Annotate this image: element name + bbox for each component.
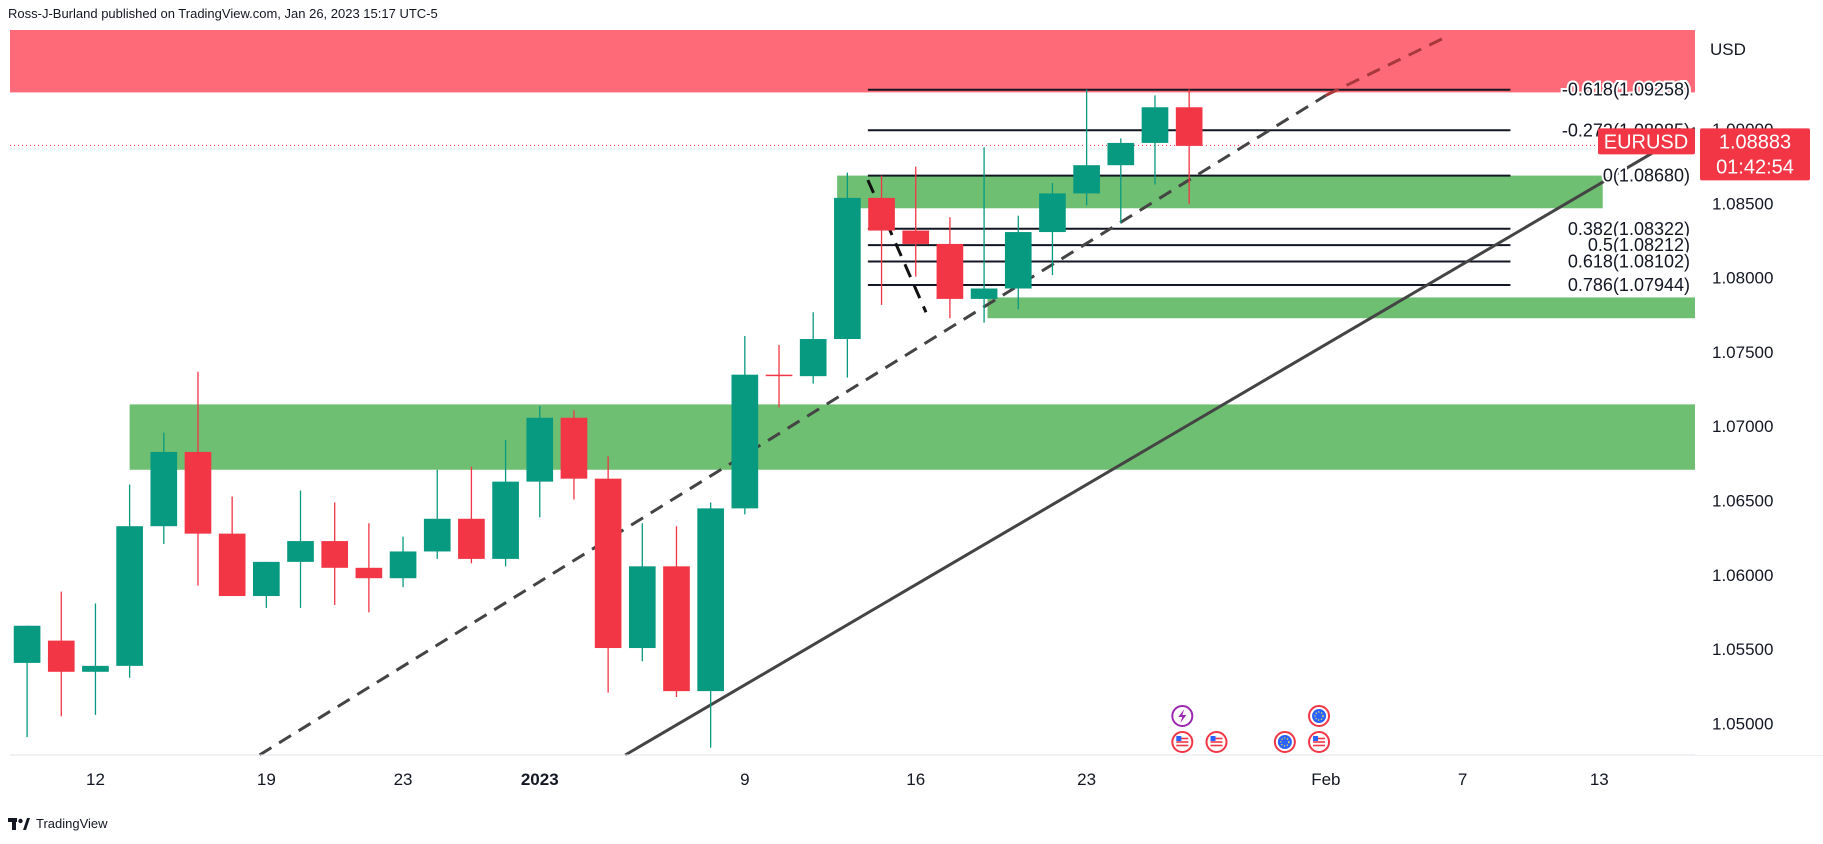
trendline-dashed-1 xyxy=(258,94,1327,757)
x-tick-label-9: 13 xyxy=(1590,770,1609,789)
fib-label-2: 0(1.08680) xyxy=(1603,166,1690,186)
x-tick-label-5: 16 xyxy=(906,770,925,789)
candle-body-23 xyxy=(799,339,827,377)
x-tick-label-7: Feb xyxy=(1311,770,1340,789)
last-price-label: 1.08883 xyxy=(1719,131,1791,153)
y-tick-label-7: 1.08500 xyxy=(1712,194,1773,213)
x-tick-label-1: 19 xyxy=(257,770,276,789)
candle-body-34 xyxy=(1175,107,1203,146)
support-zone-0 xyxy=(129,404,1695,470)
y-tick-label-4: 1.07000 xyxy=(1712,417,1773,436)
us-canton xyxy=(1210,736,1216,741)
eu-stars xyxy=(1280,737,1290,747)
support-zone-2 xyxy=(987,297,1695,319)
candle-body-31 xyxy=(1073,165,1100,194)
x-tick-label-0: 12 xyxy=(86,770,105,789)
candle-body-24 xyxy=(834,197,861,340)
x-tick-label-6: 23 xyxy=(1077,770,1096,789)
x-tick-label-2: 23 xyxy=(394,770,413,789)
currency-label: USD xyxy=(1710,40,1746,59)
candle-body-1 xyxy=(47,640,75,672)
x-tick-label-3: 2023 xyxy=(521,770,559,789)
fib-label-6: 0.786(1.07944) xyxy=(1568,275,1690,295)
candle-body-13 xyxy=(458,518,485,559)
x-tick-label-4: 9 xyxy=(740,770,749,789)
candle-body-28 xyxy=(970,288,998,299)
candle-body-10 xyxy=(355,567,383,579)
candle-body-15 xyxy=(526,417,554,482)
bolt-glyph-0 xyxy=(1178,709,1187,723)
fib-label-0: -0.618(1.09258) xyxy=(1562,80,1690,100)
price-axis-bg xyxy=(1695,0,1823,755)
trendline-solid-0 xyxy=(624,126,1696,757)
candle-body-4 xyxy=(150,451,178,527)
candle-body-0 xyxy=(13,625,41,663)
candle-body-12 xyxy=(423,518,451,552)
candle-body-22 xyxy=(765,374,793,377)
y-tick-label-0: 1.05000 xyxy=(1712,714,1773,733)
candle-body-33 xyxy=(1141,107,1169,143)
candle-body-32 xyxy=(1107,142,1135,166)
symbol-badge xyxy=(1598,128,1695,155)
candle-body-30 xyxy=(1039,193,1066,233)
y-tick-label-5: 1.07500 xyxy=(1712,343,1773,362)
candle-body-26 xyxy=(902,230,930,244)
tradingview-logo-icon xyxy=(8,817,30,830)
support-zone-1 xyxy=(837,175,1603,209)
candle-body-25 xyxy=(868,197,895,231)
eu-stars xyxy=(1314,711,1324,721)
candle-body-17 xyxy=(594,478,622,649)
candle-body-20 xyxy=(697,508,724,692)
us-canton xyxy=(1313,736,1319,741)
y-tick-label-3: 1.06500 xyxy=(1712,491,1773,510)
y-tick-label-6: 1.08000 xyxy=(1712,269,1773,288)
candle-body-18 xyxy=(628,566,656,649)
candle-body-9 xyxy=(321,541,349,568)
candle-body-7 xyxy=(253,561,280,597)
candle-body-14 xyxy=(492,481,519,559)
fib-label-3: 0.382(1.08322) xyxy=(1568,219,1690,239)
candle-body-19 xyxy=(663,566,690,692)
fib-label-4: 0.5(1.08212) xyxy=(1588,235,1690,255)
candle-body-8 xyxy=(287,541,314,562)
candle-body-11 xyxy=(389,551,417,579)
symbol-label: EURUSD xyxy=(1604,131,1688,153)
fib-label-5: 0.618(1.08102) xyxy=(1568,251,1690,271)
price-badge xyxy=(1700,128,1810,181)
candle-body-21 xyxy=(731,374,759,509)
eu-disc xyxy=(1277,735,1292,749)
countdown-label: 01:42:54 xyxy=(1716,156,1794,178)
y-tick-label-1: 1.05500 xyxy=(1712,640,1773,659)
resistance-zone xyxy=(10,30,1695,93)
candle-body-16 xyxy=(560,417,588,479)
candle-body-3 xyxy=(116,526,143,666)
candle-body-2 xyxy=(82,665,109,672)
candle-body-29 xyxy=(1004,232,1032,289)
y-tick-label-2: 1.06000 xyxy=(1712,566,1773,585)
brand-footer: TradingView xyxy=(8,816,108,831)
candle-body-6 xyxy=(218,533,246,597)
candle-body-27 xyxy=(936,243,964,299)
eu-disc xyxy=(1312,709,1327,723)
us-canton xyxy=(1176,736,1182,741)
candle-body-5 xyxy=(184,451,212,534)
x-tick-label-8: 7 xyxy=(1458,770,1467,789)
brand-name: TradingView xyxy=(36,816,108,831)
publisher-caption: Ross-J-Burland published on TradingView.… xyxy=(8,6,438,21)
